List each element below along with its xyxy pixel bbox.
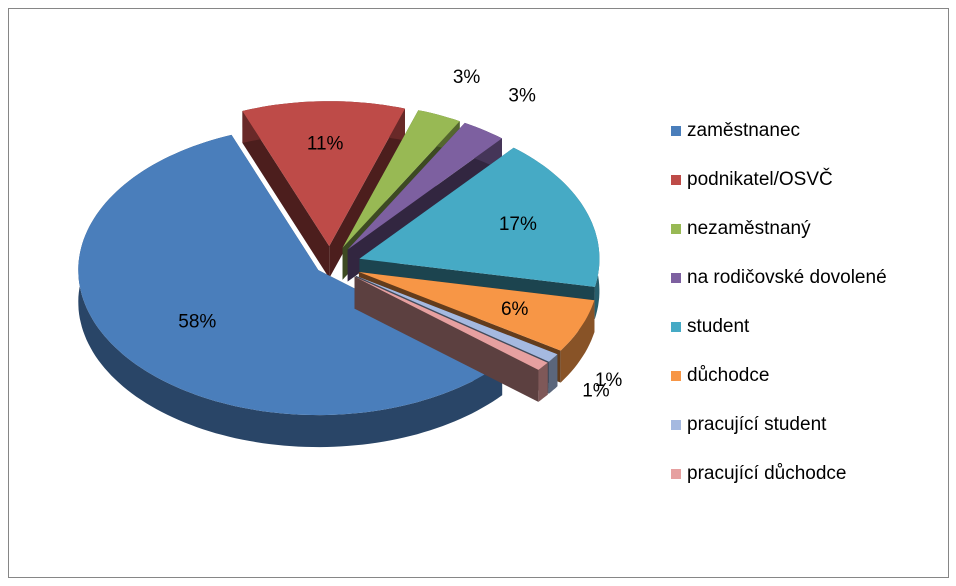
slice-side: [354, 276, 539, 402]
legend-label: nezaměstnaný: [687, 218, 811, 239]
slice: [242, 101, 405, 247]
legend-swatch: [671, 420, 681, 430]
legend-swatch: [671, 224, 681, 234]
data-label: 3%: [453, 67, 481, 88]
slice-group: [242, 101, 405, 279]
legend: zaměstnanec podnikatel/OSVČ nezaměstnaný na…: [671, 120, 887, 484]
slice-group: [354, 276, 548, 402]
slice-rim: [538, 362, 548, 402]
legend-label: podnikatel/OSVČ: [687, 168, 833, 190]
slice: [358, 272, 595, 351]
legend-swatch: [671, 469, 681, 479]
slice: [355, 275, 558, 362]
slice-rim: [560, 300, 595, 383]
data-label: 1%: [582, 380, 610, 401]
slice-rim: [78, 134, 503, 448]
data-label: 3%: [508, 86, 536, 107]
slice-rim: [548, 354, 558, 394]
legend-label: pracující důchodce: [687, 463, 847, 484]
data-label: 11%: [307, 134, 344, 155]
slice: [78, 134, 503, 416]
slice: [354, 276, 548, 370]
legend-label: na rodičovské dovolené: [687, 267, 887, 288]
legend-swatch: [671, 126, 681, 136]
slice: [347, 122, 502, 250]
legend-label: důchodce: [687, 365, 769, 386]
slice-side: [242, 111, 330, 279]
legend-swatch: [671, 322, 681, 332]
data-label: 6%: [501, 299, 529, 320]
legend-label: zaměstnanec: [687, 120, 800, 141]
data-label: 1%: [595, 370, 623, 391]
legend-label: student: [687, 316, 750, 337]
legend-swatch: [671, 371, 681, 381]
data-label: 17%: [499, 214, 537, 235]
slice: [359, 147, 600, 287]
slice-side: [329, 108, 405, 279]
slice: [342, 110, 460, 248]
pie: 58% 11% 3% 3% 17% 6% 1%1%: [78, 67, 623, 448]
data-label: 58%: [178, 311, 216, 332]
legend-swatch: [671, 273, 681, 283]
legend-swatch: [671, 175, 681, 185]
legend-label: pracující student: [687, 414, 827, 435]
